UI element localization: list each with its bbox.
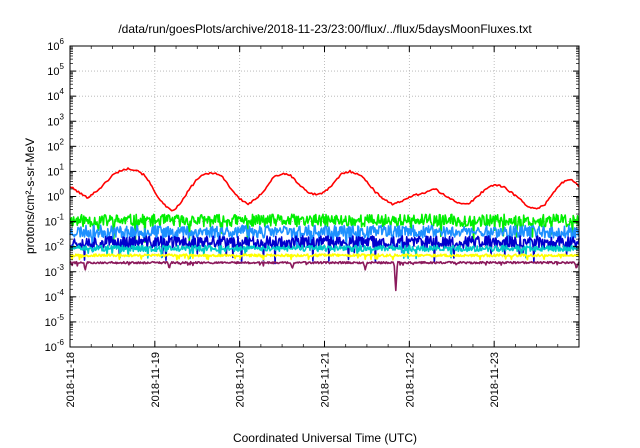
series-line-5 [69,253,580,261]
chart-title: /data/run/goesPlots/archive/2018-11-23/2… [118,22,532,36]
x-tick-label: 2018-11-19 [150,352,162,407]
ticks [69,45,579,348]
series-line-6 [69,260,580,292]
x-tick-label: 2018-11-23 [489,352,501,407]
series-line-4 [69,244,580,260]
y-tick-label: 10-1 [45,213,65,229]
y-tick-label: 10-6 [45,338,65,354]
y-tick-label: 10-4 [45,288,65,304]
y-tick-label: 105 [47,62,64,78]
x-tick-label: 2018-11-21 [320,352,332,407]
series-layer [69,167,580,292]
tick-labels: 10-6 10-5 10-4 10-3 10-2 10-1 100 101 102 103 104 1… [45,37,502,407]
x-tick-label: 2018-11-22 [404,352,416,407]
y-tick-label: 10-5 [45,313,65,329]
y-tick-label: 103 [47,112,64,128]
y-tick-label: 106 [47,37,64,53]
x-axis-label: Coordinated Universal Time (UTC) [233,431,417,445]
series-line-1 [69,213,580,243]
x-tick-label: 2018-11-18 [65,352,77,407]
y-tick-label: 104 [47,87,64,103]
x-tick-label: 2018-11-20 [235,352,247,407]
y-tick-label: 10-2 [45,238,65,254]
grid [70,46,579,347]
y-tick-label: 100 [47,188,64,204]
y-tick-label: 102 [47,137,64,153]
series-line-0 [69,167,580,212]
series-line-3 [69,235,580,265]
y-axis-label: protons/cm²-s-sr-MeV [23,138,37,254]
series-line-2 [69,224,580,254]
y-tick-label: 101 [47,162,64,178]
y-tick-label: 10-3 [45,263,65,279]
